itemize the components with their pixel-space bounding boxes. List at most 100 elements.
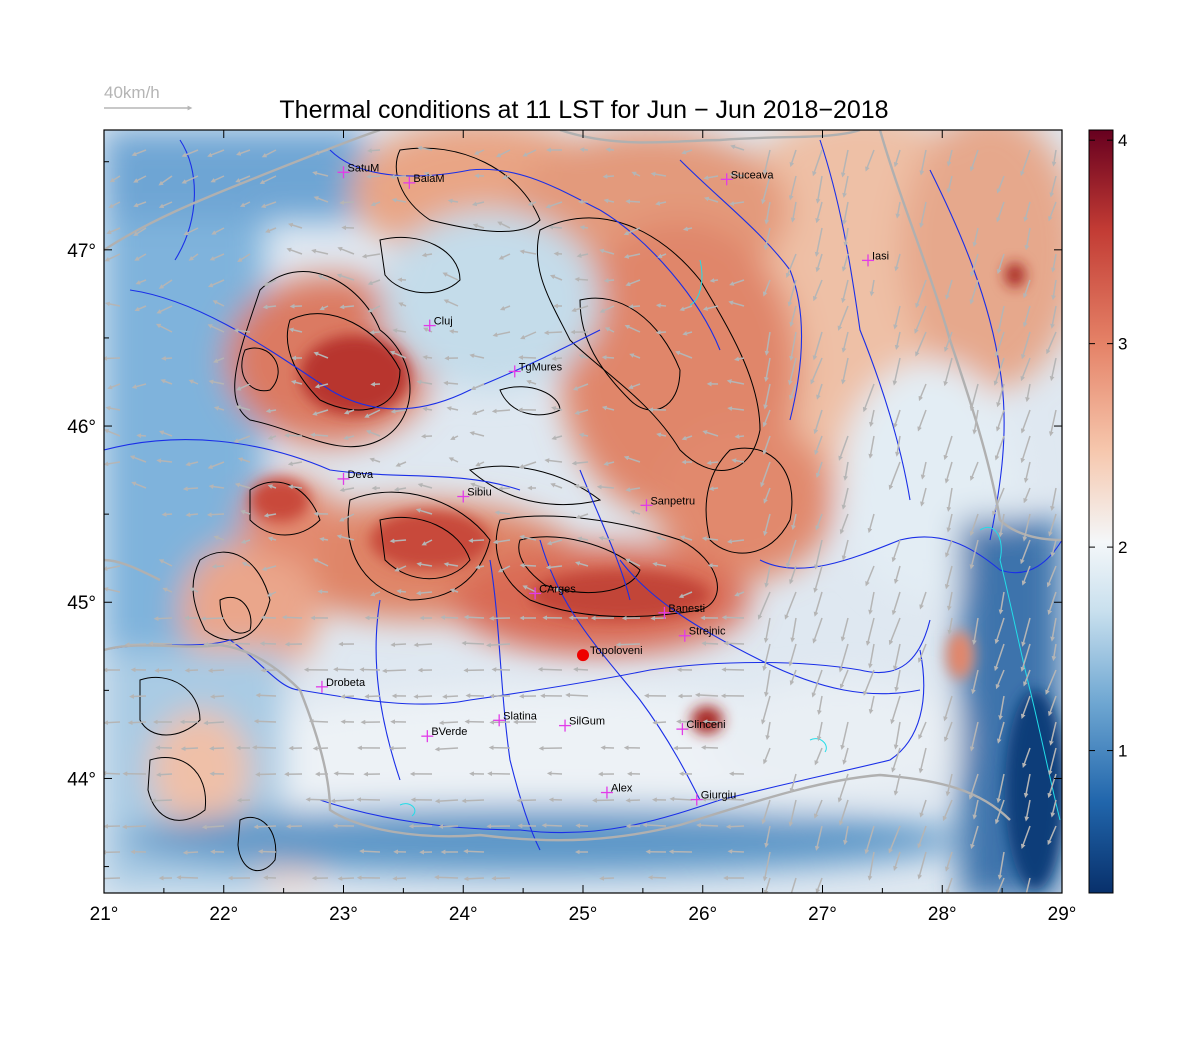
wind-arrow xyxy=(286,247,303,255)
wind-arrow xyxy=(461,640,485,646)
wind-arrow xyxy=(364,694,381,699)
colorbar: 1 2 3 4 xyxy=(1088,129,1127,894)
wind-arrow xyxy=(810,357,823,385)
wind-arrow xyxy=(183,227,199,236)
wind-arrow xyxy=(434,874,459,880)
wind-arrow xyxy=(185,461,199,467)
wind-arrow xyxy=(605,147,615,153)
x-tick-label: 25° xyxy=(569,904,598,925)
wind-arrow xyxy=(943,721,953,742)
wind-arrow xyxy=(498,253,511,260)
wind-arrow xyxy=(814,227,823,257)
wind-arrow xyxy=(158,279,173,289)
wind-arrow xyxy=(895,435,901,457)
highlight-label: Topoloveni xyxy=(590,645,643,657)
wind-arrow xyxy=(235,175,251,183)
wind-arrow xyxy=(369,457,381,463)
wind-arrow xyxy=(340,694,355,699)
wind-arrow xyxy=(843,825,849,846)
wind-arrow xyxy=(791,513,797,531)
wind-arrow xyxy=(1051,279,1057,301)
wind-arrow xyxy=(816,383,823,400)
wind-arrow xyxy=(893,773,901,796)
wind-arrow xyxy=(448,457,459,463)
wind-arrow xyxy=(762,409,771,428)
wind-arrow xyxy=(443,562,459,567)
wind-arrow xyxy=(1020,539,1031,565)
wind-arrow xyxy=(470,383,485,391)
wind-arrow xyxy=(946,487,953,512)
wind-arrow xyxy=(1023,487,1031,504)
wind-arrow xyxy=(915,331,927,357)
wind-arrow xyxy=(1047,825,1057,846)
wind-arrow xyxy=(339,513,355,522)
city-alex: Alex xyxy=(600,783,633,799)
wind-arrow xyxy=(369,329,381,335)
wind-arrow xyxy=(472,223,485,229)
wind-arrow xyxy=(182,850,199,855)
wind-arrow xyxy=(865,149,875,172)
city-label: Clinceni xyxy=(686,719,725,731)
wind-arrow xyxy=(237,253,251,262)
wind-arrow xyxy=(162,587,173,593)
wind-arrow xyxy=(945,539,953,558)
city-tgmures: TgMures xyxy=(508,361,563,378)
wind-arrow xyxy=(203,720,225,726)
wind-arrow xyxy=(129,455,147,463)
wind-arrow xyxy=(815,513,823,531)
wind-arrow xyxy=(106,227,121,235)
wind-arrow xyxy=(150,798,173,804)
wind-arrow xyxy=(131,383,147,389)
city-label: SatuM xyxy=(348,162,380,174)
wind-arrow xyxy=(287,461,303,467)
wind-arrow xyxy=(234,482,251,489)
y-tick-label: 44° xyxy=(67,769,96,790)
wind-arrow xyxy=(492,331,511,338)
city-label: TgMures xyxy=(519,361,563,373)
wind-arrow xyxy=(868,591,875,615)
wind-arrow xyxy=(682,331,693,336)
wind-arrow xyxy=(968,773,979,800)
wind-arrow xyxy=(1022,513,1031,542)
wind-arrow xyxy=(473,149,485,155)
wind-arrow xyxy=(729,279,745,286)
wind-arrow xyxy=(813,591,823,617)
wind-arrow xyxy=(261,565,277,572)
wind-arrow xyxy=(263,279,277,286)
wind-arrow xyxy=(868,695,875,715)
wind-arrow xyxy=(207,279,225,288)
wind-arrow xyxy=(105,405,121,411)
wind-arrow xyxy=(757,591,771,620)
wind-arrow xyxy=(267,435,277,440)
wind-arrow xyxy=(763,747,771,765)
wind-arrow xyxy=(998,591,1005,615)
wind-arrow xyxy=(312,746,329,751)
wind-arrow xyxy=(813,799,823,819)
wind-arrow xyxy=(1046,331,1057,355)
wind-arrow xyxy=(519,534,537,541)
wind-arrow xyxy=(395,461,407,467)
wind-arrow xyxy=(158,559,173,567)
wind-arrow xyxy=(475,461,485,467)
wind-arrow xyxy=(148,641,173,646)
city-giurgiu: Giurgiu xyxy=(690,790,736,806)
wind-arrow xyxy=(789,305,797,328)
wind-arrow xyxy=(812,331,823,361)
wind-arrow xyxy=(707,563,719,568)
wind-arrow xyxy=(122,824,147,830)
wind-arrow xyxy=(603,278,615,283)
wind-arrow xyxy=(367,148,381,154)
wind-arrow xyxy=(104,770,121,776)
wind-arrow xyxy=(943,695,953,722)
city-label: Alex xyxy=(611,783,633,795)
wind-arrow xyxy=(993,357,1005,386)
wind-arrow xyxy=(209,253,225,261)
wind-arrow xyxy=(416,379,433,385)
wind-arrow xyxy=(655,303,667,308)
wind-arrow xyxy=(970,825,979,850)
wind-arrow xyxy=(492,539,511,545)
wind-arrow xyxy=(972,227,979,248)
wind-arrow xyxy=(236,383,251,391)
wind-arrow xyxy=(892,357,901,386)
wind-arrow xyxy=(814,747,823,766)
